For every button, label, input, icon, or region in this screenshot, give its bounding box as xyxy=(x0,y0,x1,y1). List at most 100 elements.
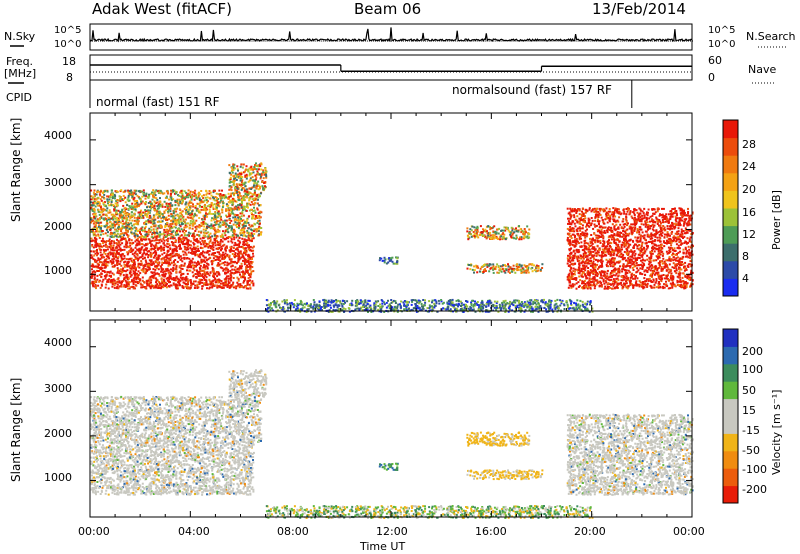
power-cell xyxy=(102,255,104,258)
power-cell xyxy=(144,287,147,289)
power-cell xyxy=(166,242,169,245)
power-cell xyxy=(242,205,245,208)
power-cell xyxy=(574,252,577,255)
power-cell xyxy=(136,217,139,219)
power-cell xyxy=(202,250,204,253)
power-cell xyxy=(258,227,261,230)
power-cell xyxy=(138,266,141,269)
power-cell xyxy=(214,224,217,226)
power-cell xyxy=(501,233,504,236)
power-cell xyxy=(240,206,243,209)
power-cell xyxy=(187,222,190,225)
power-cell xyxy=(180,228,183,231)
power-cell xyxy=(144,209,147,211)
power-cell xyxy=(225,214,228,217)
power-cell xyxy=(110,240,113,242)
power-cell xyxy=(187,208,190,211)
power-cell xyxy=(216,251,219,254)
power-cell xyxy=(136,248,139,251)
power-cell xyxy=(169,205,172,208)
power-cell xyxy=(95,227,98,230)
power-cell xyxy=(133,254,136,257)
power-cell xyxy=(184,234,187,237)
power-cell xyxy=(99,198,102,201)
power-cell xyxy=(208,208,211,211)
power-cell xyxy=(214,255,217,258)
power-cell xyxy=(106,261,109,264)
power-cell xyxy=(162,249,165,252)
power-cell xyxy=(216,199,219,202)
power-cell xyxy=(113,242,116,245)
power-cell xyxy=(258,233,261,236)
power-cell xyxy=(144,203,147,206)
power-cell xyxy=(217,281,220,284)
power-cell xyxy=(105,245,108,248)
power-cell xyxy=(226,215,228,218)
power-cell xyxy=(239,257,242,260)
power-cell xyxy=(244,285,247,288)
power-cell xyxy=(199,241,202,244)
power-cell xyxy=(230,189,233,192)
power-cell xyxy=(90,282,93,285)
power-cell xyxy=(155,251,158,254)
power-cell xyxy=(108,238,111,241)
power-cell xyxy=(126,276,129,279)
power-cell xyxy=(124,238,127,241)
power-cell xyxy=(128,190,131,193)
power-cell xyxy=(242,271,245,274)
power-cell xyxy=(116,260,119,263)
power-cell xyxy=(649,269,652,272)
power-cell xyxy=(212,246,215,249)
power-cell xyxy=(147,229,150,232)
power-cell xyxy=(106,207,109,210)
power-cell xyxy=(662,225,665,227)
power-cell xyxy=(256,207,259,210)
power-cell xyxy=(189,240,192,243)
power-cell xyxy=(250,201,253,203)
power-cell xyxy=(185,248,188,251)
power-cell xyxy=(99,194,102,197)
power-cell xyxy=(243,222,245,225)
power-cell xyxy=(507,270,510,273)
power-cell xyxy=(236,261,238,264)
power-cell xyxy=(244,243,247,246)
power-cell xyxy=(134,246,137,249)
power-cell xyxy=(536,270,539,272)
power-cell xyxy=(181,194,184,197)
power-cell xyxy=(125,281,128,284)
power-cell xyxy=(172,229,175,232)
power-cell xyxy=(235,219,238,222)
power-cell xyxy=(197,240,200,243)
power-cell xyxy=(264,185,266,188)
power-cell xyxy=(132,264,135,266)
power-cell xyxy=(251,168,254,171)
power-cell xyxy=(200,269,203,272)
power-cell xyxy=(229,235,232,238)
power-cell xyxy=(96,200,99,203)
power-cell xyxy=(92,285,95,288)
power-cell xyxy=(94,239,97,242)
power-cell xyxy=(136,254,139,257)
power-cell xyxy=(138,197,141,200)
power-cell xyxy=(192,205,195,208)
power-cell xyxy=(242,243,245,246)
power-cell xyxy=(246,168,249,171)
power-cell xyxy=(114,282,117,285)
power-cell xyxy=(181,260,184,263)
power-cell xyxy=(170,189,173,192)
power-cell xyxy=(194,193,197,196)
power-cell xyxy=(187,245,190,248)
power-cell xyxy=(225,208,228,211)
power-cell xyxy=(249,225,252,228)
power-cell xyxy=(222,194,225,196)
power-cell xyxy=(131,265,134,268)
power-cell xyxy=(155,267,158,270)
power-cell xyxy=(132,241,135,244)
power-cell xyxy=(170,199,173,202)
power-cell xyxy=(247,280,250,282)
power-cell xyxy=(168,281,171,284)
power-cell xyxy=(150,255,153,258)
power-cell xyxy=(197,275,200,277)
power-cell xyxy=(492,267,495,270)
power-cell xyxy=(234,192,237,195)
